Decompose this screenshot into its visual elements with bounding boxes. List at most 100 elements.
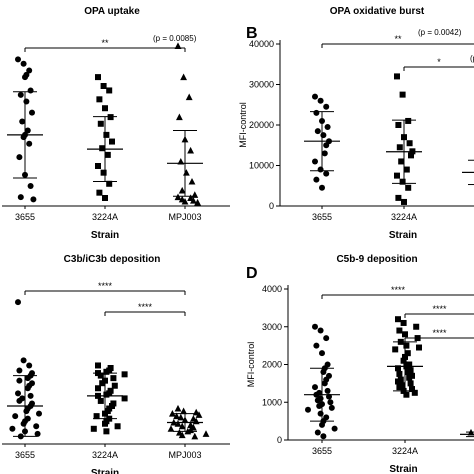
y-tick-label: 10000 — [249, 161, 274, 171]
data-point — [401, 198, 407, 205]
data-point — [121, 371, 128, 378]
data-point — [314, 128, 321, 135]
data-point — [167, 425, 175, 432]
data-point — [180, 407, 187, 415]
data-point — [97, 120, 104, 127]
panel-opa-uptake: OPA uptake 3655 3224A MPJ003 Strain ** (p = 0.… — [2, 6, 230, 241]
data-point — [26, 362, 33, 369]
data-point — [319, 350, 325, 357]
x-category-label: 3655 — [312, 212, 332, 222]
data-point — [320, 132, 327, 139]
data-point — [396, 384, 403, 391]
data-point — [403, 391, 410, 398]
data-point — [312, 93, 318, 100]
data-point — [24, 375, 31, 382]
panel-opa-oxidative-burst: OPA oxidative burst B 0 10000 20000 30000 4000… — [238, 6, 474, 241]
x-axis-label: Strain — [91, 468, 119, 474]
data-point — [95, 385, 101, 392]
data-point — [96, 96, 103, 103]
data-point — [402, 331, 408, 338]
data-point — [103, 368, 110, 375]
data-point — [202, 430, 210, 437]
data-point — [27, 392, 34, 399]
data-point — [103, 428, 110, 435]
y-axis-label: MFI-control — [246, 342, 256, 388]
x-category-label: 3224A — [92, 212, 118, 222]
significance-label: ** — [394, 34, 402, 44]
data-point — [174, 42, 182, 49]
significance-label: * — [437, 57, 441, 67]
data-point — [173, 412, 180, 420]
p-value-label: (p = 0.0 — [470, 54, 474, 63]
data-point — [413, 323, 420, 330]
data-point — [178, 422, 186, 430]
data-point — [324, 387, 331, 394]
data-point — [409, 386, 415, 393]
data-point — [392, 346, 399, 353]
data-point — [106, 87, 113, 94]
data-point — [327, 399, 334, 406]
data-point — [314, 397, 321, 404]
data-point — [16, 154, 23, 161]
data-point — [17, 194, 24, 201]
data-point — [178, 186, 186, 194]
data-point — [185, 93, 193, 101]
data-point — [103, 131, 110, 138]
data-point — [404, 350, 411, 357]
data-point — [102, 195, 108, 201]
data-point — [176, 113, 183, 121]
data-point — [96, 189, 103, 196]
data-point — [23, 408, 30, 415]
data-point — [33, 423, 40, 430]
data-point — [19, 118, 26, 125]
x-category-label: 3655 — [15, 450, 35, 460]
y-tick-label: 30000 — [249, 80, 274, 90]
data-point — [20, 60, 27, 67]
data-point — [95, 362, 101, 369]
data-point — [316, 403, 323, 410]
data-point — [180, 73, 187, 81]
data-point — [195, 411, 203, 418]
data-point — [30, 196, 37, 203]
data-point — [404, 369, 411, 376]
data-point — [312, 158, 318, 165]
data-point — [181, 197, 189, 205]
data-point — [317, 97, 324, 104]
data-point — [93, 413, 100, 420]
data-point — [99, 380, 106, 387]
data-point — [97, 372, 104, 379]
data-point — [174, 420, 182, 427]
data-point — [400, 319, 407, 326]
data-point — [321, 150, 328, 157]
data-point — [102, 420, 108, 427]
x-category-label: 3655 — [15, 212, 35, 222]
data-point — [100, 169, 107, 176]
data-point — [194, 198, 201, 206]
x-category-label: 3224A — [92, 450, 118, 460]
data-point — [411, 389, 418, 396]
data-point — [174, 404, 182, 412]
data-point — [323, 103, 330, 110]
x-category-label: 3655 — [312, 446, 332, 456]
data-point — [90, 425, 97, 432]
y-tick-label: 0 — [269, 201, 274, 211]
data-point — [174, 193, 182, 201]
data-point — [399, 178, 406, 185]
significance-label: **** — [432, 304, 447, 314]
data-point — [399, 91, 406, 98]
p-value-label: (p = 0.0085) — [153, 34, 197, 43]
data-point — [34, 430, 41, 437]
data-point — [405, 184, 412, 191]
panel-title: OPA uptake — [84, 6, 140, 17]
x-axis-label: Strain — [389, 464, 417, 474]
data-point — [24, 385, 31, 392]
data-point — [400, 357, 407, 364]
data-point — [403, 342, 410, 349]
data-point — [15, 390, 21, 397]
data-point — [313, 109, 320, 116]
y-tick-label: 1000 — [262, 397, 282, 407]
data-point — [320, 433, 327, 440]
data-point — [103, 391, 110, 398]
data-point — [109, 138, 115, 145]
data-point — [319, 184, 325, 191]
